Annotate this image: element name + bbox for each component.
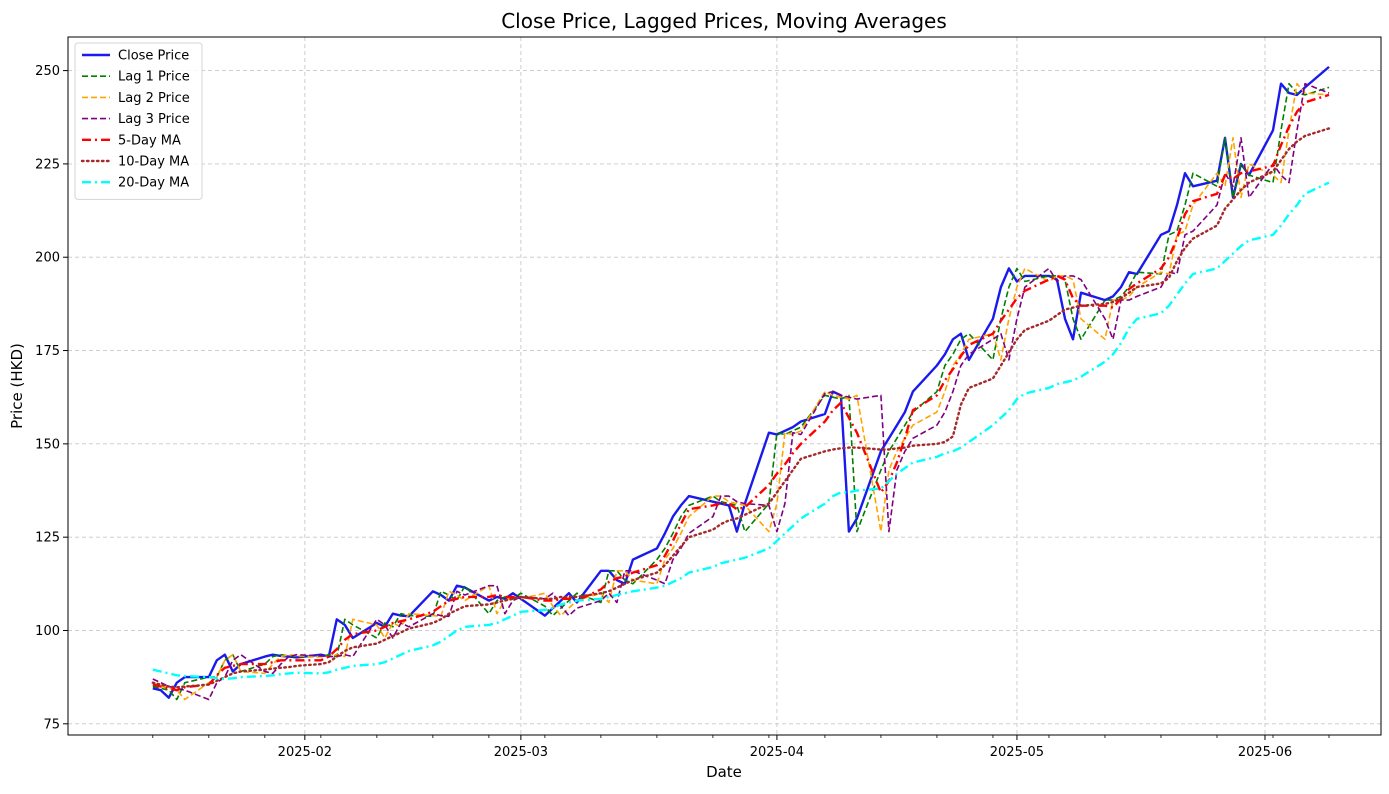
legend-label: Lag 1 Price [118,70,190,85]
y-tick-label: 200 [35,251,60,266]
y-tick-label: 100 [35,624,60,639]
series-line-1 [152,65,1330,699]
y-tick-label: 250 [35,64,60,79]
plot-frame [67,36,1382,736]
x-tick-label: 2025-06 [1238,745,1292,760]
x-tick-label: 2025-03 [494,745,548,760]
x-axis-label: Date [706,763,742,781]
series-line-5 [152,93,1330,692]
y-tick-label: 225 [35,157,60,172]
grid [68,37,1381,735]
series-line-2 [152,82,1330,701]
series-line-3 [152,82,1330,701]
series-line-6 [151,127,1331,689]
legend-label: Lag 2 Price [118,91,190,106]
series-line-4 [152,82,1330,701]
x-tick-label: 2025-02 [278,745,332,760]
chart-title: Close Price, Lagged Prices, Moving Avera… [501,9,947,33]
legend-label: 10-Day MA [118,155,189,170]
series-lines [151,65,1331,701]
x-tick-label: 2025-05 [990,745,1044,760]
series-line-7 [152,181,1330,681]
legend: Close Price Lag 1 Price Lag 2 Price Lag 3 P… [74,42,203,200]
legend-label: Close Price [118,49,189,64]
legend-label: 5-Day MA [118,133,181,148]
y-tick-label: 175 [35,344,60,359]
legend-label: Lag 3 Price [118,112,190,127]
legend-label: 20-Day MA [118,176,189,191]
x-tick-label: 2025-04 [750,745,804,760]
axis-ticks: 75 100 125 150 175 200 225 250 2025-02 2025-03 202… [35,64,1330,760]
y-tick-label: 150 [35,437,60,452]
y-axis-label: Price (HKD) [8,343,26,429]
y-tick-label: 125 [35,531,60,546]
y-tick-label: 75 [43,717,60,732]
